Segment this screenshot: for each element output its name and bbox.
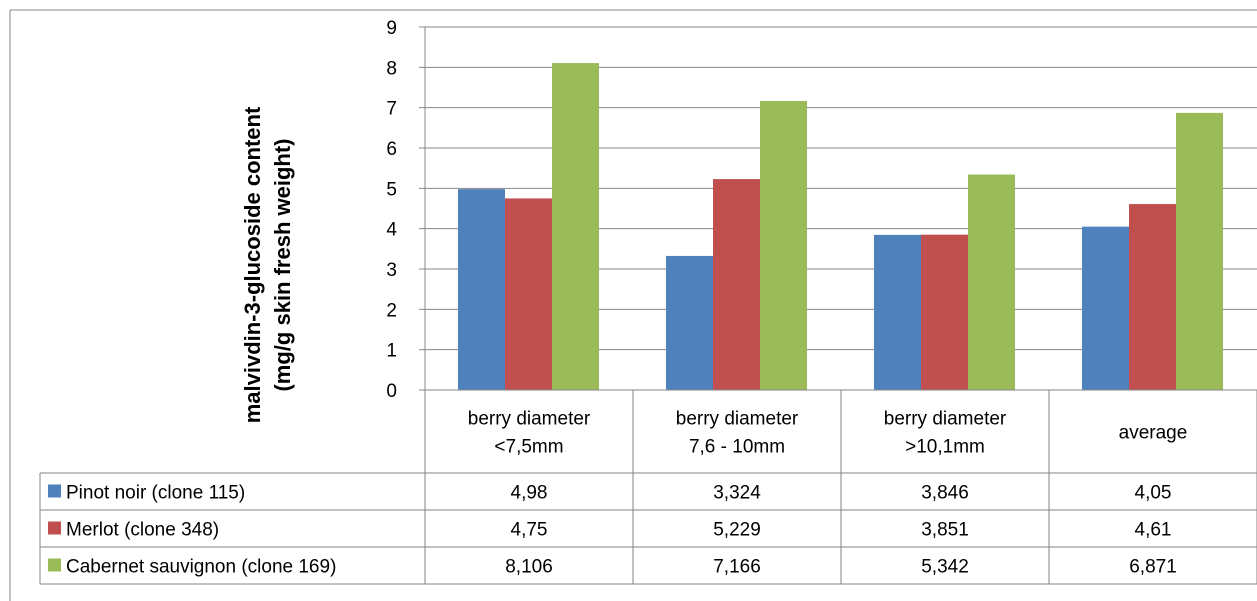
y-tick-label: 9 — [386, 18, 397, 39]
legend-label: Merlot (clone 348) — [66, 520, 219, 541]
data-label: 3,846 — [921, 483, 969, 504]
bars — [458, 63, 1223, 391]
legend-key — [48, 484, 61, 498]
axes: 0 1 2 3 4 5 6 7 8 9 — [9, 9, 1257, 601]
y-tick-label: 6 — [386, 139, 397, 160]
legend-key — [48, 558, 61, 572]
bar — [1082, 226, 1129, 390]
data-label: 5,342 — [921, 557, 969, 578]
data-label: 6,871 — [1129, 557, 1177, 578]
y-tick-label: 3 — [386, 260, 397, 281]
y-tick-label: 2 — [386, 300, 397, 321]
y-axis-label-line1: malvivdin-3-glucoside content — [240, 106, 265, 423]
bar — [1176, 112, 1223, 391]
data-label: 8,106 — [505, 557, 553, 578]
data-label: 4,98 — [511, 483, 548, 504]
data-label: 7,166 — [713, 557, 761, 578]
bar — [458, 189, 505, 390]
legend-key — [48, 521, 61, 535]
bar — [921, 234, 968, 390]
bar — [666, 255, 713, 390]
data-label: 4,75 — [511, 520, 548, 541]
y-tick-label: 5 — [386, 179, 397, 200]
data-label: 3,324 — [713, 483, 761, 504]
legend-label: Cabernet sauvignon (clone 169) — [66, 557, 336, 578]
data-table: berry diameter <7,5mm berry diameter 7,6 - … — [39, 389, 1257, 585]
category-label: berry diameter — [468, 409, 591, 430]
bar — [713, 179, 760, 390]
bar — [968, 174, 1015, 390]
category-label: <7,5mm — [494, 437, 563, 458]
category-label: average — [1119, 423, 1188, 444]
legend-label: Pinot noir (clone 115) — [66, 483, 245, 504]
y-tick-label: 4 — [386, 220, 397, 241]
category-label: 7,6 - 10mm — [689, 437, 785, 458]
bar — [505, 198, 552, 390]
data-label: 4,61 — [1135, 520, 1172, 541]
category-label: >10,1mm — [905, 437, 985, 458]
y-tick-label: 8 — [386, 58, 397, 79]
category-label: berry diameter — [884, 409, 1007, 430]
data-label: 4,05 — [1135, 483, 1172, 504]
y-tick-label: 0 — [386, 381, 397, 402]
y-tick-label: 1 — [386, 341, 397, 362]
bar — [760, 100, 807, 390]
bar — [874, 234, 921, 390]
y-tick-label: 7 — [386, 99, 397, 120]
data-label: 3,851 — [921, 520, 969, 541]
bar — [552, 63, 599, 391]
category-label: berry diameter — [676, 409, 799, 430]
y-axis-label-line2: (mg/g skin fresh weight) — [270, 138, 295, 391]
bar — [1129, 204, 1176, 390]
data-label: 5,229 — [713, 520, 761, 541]
